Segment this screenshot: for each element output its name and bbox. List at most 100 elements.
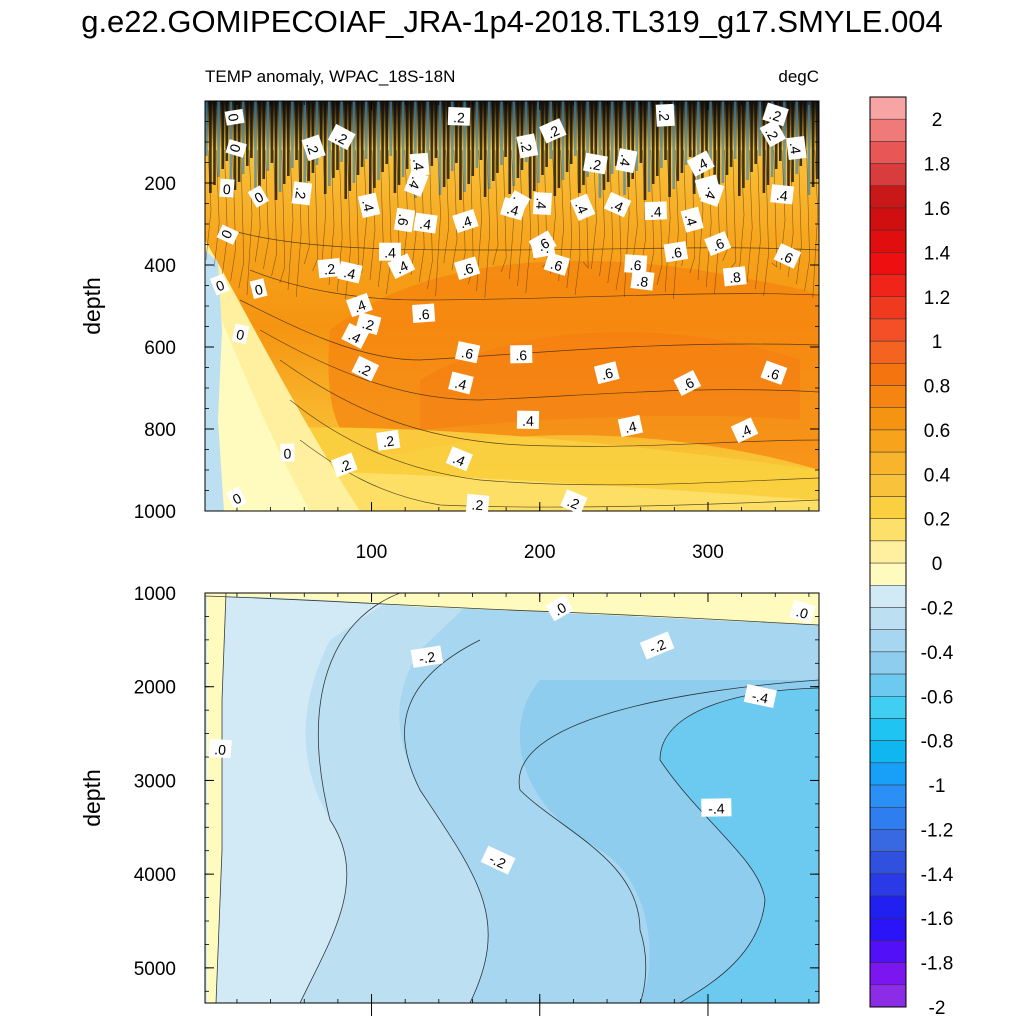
svg-text:.0: .0 <box>794 603 810 622</box>
svg-text:-.4: -.4 <box>750 687 770 706</box>
colorbar-swatch <box>869 118 907 142</box>
colorbar-tick-label: -0.6 <box>921 687 954 708</box>
colorbar-swatch <box>869 784 907 808</box>
svg-text:.6: .6 <box>599 364 614 382</box>
contour-label: -.2 <box>639 631 675 660</box>
contour-label: .2 <box>583 152 608 175</box>
contour-label: .2 <box>317 258 342 279</box>
contour-label: .2 <box>351 355 380 382</box>
svg-text:.6: .6 <box>460 344 475 362</box>
contour-label: .6 <box>663 241 689 263</box>
colorbar-swatch <box>869 318 907 342</box>
svg-text:.2: .2 <box>323 261 336 278</box>
contour-label: -.2 <box>480 845 516 875</box>
colorbar-tick-label: -1.8 <box>921 954 954 975</box>
contour-label: .2 <box>291 181 313 206</box>
colorbar-tick-label: 1.8 <box>924 155 950 176</box>
svg-text:.6: .6 <box>515 347 527 363</box>
svg-text:.4: .4 <box>533 197 550 210</box>
colorbar-swatch <box>869 917 907 941</box>
svg-text:.4: .4 <box>787 141 804 155</box>
svg-text:.4: .4 <box>682 212 701 228</box>
svg-text:0: 0 <box>253 281 265 298</box>
contour-label: .6 <box>704 231 732 257</box>
contour-label: .4 <box>452 209 479 233</box>
colorbar-swatch <box>869 451 907 475</box>
colorbar-tick-label: -1.6 <box>921 909 954 930</box>
colorbar-swatch <box>869 962 907 986</box>
colorbar-tick-label: 1.4 <box>924 243 951 264</box>
colorbar-swatch <box>869 696 907 719</box>
contour-label: .4 <box>680 206 704 233</box>
colorbar-swatch <box>869 274 907 298</box>
y-tick-label: 2000 <box>134 678 176 699</box>
lower-panel: 1000 2000 3000 4000 5000 .0 .0 .0 -.2 -.2 -.2 -.4 -… <box>79 584 820 1016</box>
colorbar-swatch <box>869 629 907 653</box>
svg-text:.4: .4 <box>702 185 721 201</box>
contour-label: 0 <box>224 108 245 126</box>
figure-title: g.e22.GOMIPECOIAF_JRA-1p4-2018.TL319_g17… <box>81 4 943 39</box>
contour-label: .4 <box>686 150 715 177</box>
colorbar-swatch <box>869 607 907 630</box>
contour-label: 0 <box>226 486 247 510</box>
y-tick-label: 1000 <box>134 584 176 605</box>
svg-text:.4: .4 <box>458 212 474 231</box>
lower-plot-frame <box>204 592 820 1004</box>
contour-label: .4 <box>730 417 759 443</box>
x-tick-label: 100 <box>356 542 388 563</box>
contour-label: .4 <box>615 148 638 174</box>
contour-label: .6 <box>510 345 533 364</box>
contour-label: .6 <box>412 303 436 323</box>
upper-y-axis-label: depth <box>79 277 105 335</box>
y-tick-label: 800 <box>144 420 176 441</box>
upper-contour-field <box>205 101 819 511</box>
svg-text:.4: .4 <box>623 418 638 436</box>
colorbar-swatch <box>869 252 907 275</box>
svg-text:.2: .2 <box>303 140 322 156</box>
contour-label: .6 <box>454 341 481 364</box>
colorbar-tick-label: -2 <box>929 998 946 1019</box>
contour-label: 0 <box>225 139 247 158</box>
svg-text:.6: .6 <box>765 364 782 383</box>
colorbar-swatch <box>869 141 907 164</box>
lower-contour-field <box>205 593 819 1003</box>
svg-text:0: 0 <box>283 446 291 462</box>
colorbar-tick-label: 1 <box>932 332 943 353</box>
colorbar-swatch <box>869 984 907 1008</box>
colorbar-swatch <box>869 895 907 919</box>
contour-label: .4 <box>357 192 381 219</box>
contour-label: .4 <box>532 192 553 216</box>
svg-text:.8: .8 <box>728 269 741 286</box>
y-tick-label: 400 <box>144 256 176 277</box>
colorbar-swatch <box>869 806 907 830</box>
x-tick-label: 300 <box>692 542 724 563</box>
svg-text:0: 0 <box>225 112 242 122</box>
contour-label: .4 <box>387 253 416 280</box>
contour-label: .4 <box>341 322 370 349</box>
svg-text:.2: .2 <box>292 186 309 200</box>
contour-label: .2 <box>539 118 567 144</box>
contour-label: .6 <box>624 254 648 274</box>
svg-text:.4: .4 <box>453 375 468 393</box>
y-tick-label: 4000 <box>134 865 176 886</box>
colorbar-swatch <box>869 407 907 431</box>
contour-label: -.4 <box>701 798 732 817</box>
colorbar-swatch <box>869 940 907 963</box>
colorbar-tick-label: 2 <box>932 110 943 131</box>
svg-text:.4: .4 <box>617 153 635 168</box>
svg-text:.2: .2 <box>453 109 465 125</box>
contour-label: .8 <box>722 266 747 287</box>
svg-text:0: 0 <box>235 326 246 343</box>
colorbar-tick-label: -1 <box>929 776 946 797</box>
colorbar-swatch <box>869 518 907 542</box>
svg-text:.2: .2 <box>360 315 376 334</box>
colorbar-tick-label: 1.6 <box>924 199 950 220</box>
contour-label: .6 <box>593 361 620 385</box>
lower-y-axis-label: depth <box>79 769 105 827</box>
colorbar-tick-label: 0.2 <box>924 510 950 531</box>
svg-text:.4: .4 <box>505 200 521 219</box>
colorbar-swatch <box>869 363 907 386</box>
upper-contour-labels: 0000000000.2.2.2.2.2.2.2.2.2.2.2.2.2.2.2… <box>209 102 807 515</box>
contour-label: .6 <box>543 252 571 276</box>
